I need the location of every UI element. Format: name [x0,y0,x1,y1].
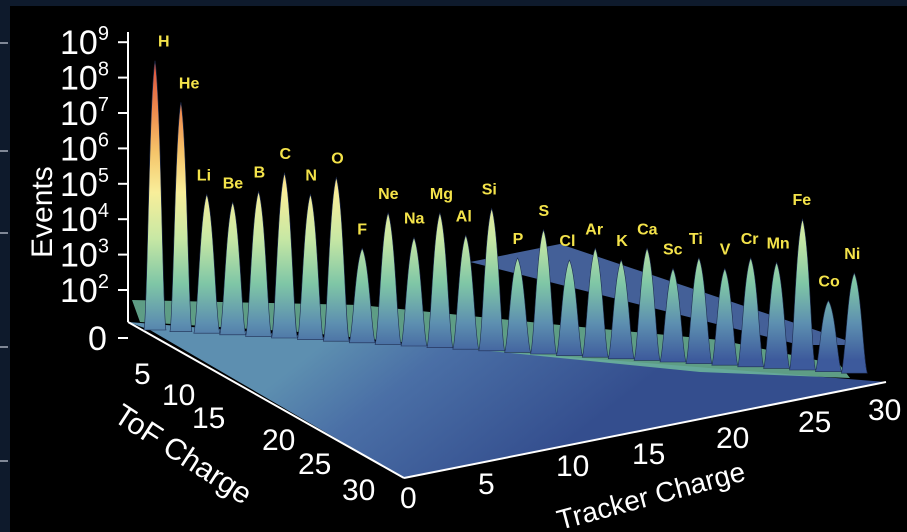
element-label: He [179,75,200,92]
events-tick-label: 102 [60,271,109,310]
events-tick-label: 103 [60,236,109,275]
tracker-tick-label: 10 [556,450,589,483]
element-label: B [254,165,266,182]
element-peaks [143,60,868,374]
element-peak [659,268,687,363]
tof-tick-label: 10 [162,379,195,412]
element-peak [271,172,298,339]
element-label: Ca [637,221,658,238]
tof-tick-label: 15 [192,402,225,435]
element-peak [504,257,532,353]
element-label: H [158,34,170,51]
element-label: Na [404,211,425,228]
element-peak [143,60,167,331]
element-peak [322,176,350,342]
edge-tick [0,232,8,234]
element-peak [711,268,739,366]
element-peak [789,218,816,371]
edge-tick [0,460,8,462]
element-peak [400,236,428,347]
events-tick-label: 108 [60,59,109,98]
element-peak [685,257,713,364]
element-label: Ti [689,231,703,248]
events-tick-label: 105 [60,165,109,204]
left-edge-ticks [0,0,10,532]
element-label: P [513,231,524,248]
tracker-tick-label: 20 [716,422,749,455]
element-label: K [616,233,628,250]
events-tick-label: 107 [60,94,109,133]
element-peak [452,234,480,350]
element-label: F [357,221,367,238]
edge-tick [0,42,8,44]
tof-tick-label: 30 [342,474,375,507]
element-label: O [331,151,343,168]
floor-surface [128,322,886,478]
element-peak [478,207,506,352]
events-axis-title: Events [26,166,59,258]
element-peak [348,247,376,344]
events-tick-label: 106 [60,129,109,168]
element-label: Sc [663,242,683,259]
element-peak [296,193,324,340]
element-label: Co [818,274,840,291]
element-peak [530,229,557,355]
element-peak [169,102,193,332]
tracker-tick-label: 5 [478,468,495,501]
tracker-tick-label: 0 [400,482,417,515]
element-label: Mg [430,186,453,203]
tracker-axis-line [403,381,887,479]
element-peak [814,300,842,372]
element-peak [840,272,868,374]
tof-tick-label: 5 [134,358,151,391]
element-label: Be [223,175,244,192]
edge-tick [0,346,8,348]
tracker-axis-ticks: 0 5 10 15 20 25 30 [400,394,901,515]
events-tick-label: 0 [88,320,107,358]
element-peak [607,259,635,360]
tracker-tick-label: 15 [632,438,665,471]
tof-tick-label: 25 [298,448,331,481]
element-peak [581,247,609,358]
element-label: Li [197,167,211,184]
element-label: Ni [844,246,860,263]
element-peak [426,212,454,348]
element-peak [633,247,661,361]
element-peak [193,193,221,334]
element-label: Si [482,182,497,199]
element-peak [219,201,247,336]
events-tick-label: 104 [60,200,109,239]
element-label: C [280,146,292,163]
tof-tick-label: 20 [262,424,295,457]
element-label: Al [456,208,472,225]
element-peak [737,257,765,368]
tracker-tick-label: 25 [798,406,831,439]
element-label: Mn [767,235,790,252]
element-peak [245,190,273,337]
element-label: Ne [378,186,399,203]
element-label: Cl [559,233,575,250]
element-peak [374,212,402,345]
edge-tick [0,150,8,152]
tof-axis-line [127,321,405,479]
element-label: Ar [585,221,603,238]
tracker-tick-label: 30 [868,394,901,427]
element-peak [763,261,791,369]
element-label: S [539,203,550,220]
events-tick-label: 109 [60,23,109,62]
tof-axis-title: ToF Charge [108,398,257,511]
element-label: Fe [793,192,812,209]
element-label: V [720,242,731,259]
element-peak [555,259,583,356]
element-label: N [305,167,317,184]
element-label: Cr [741,231,759,248]
